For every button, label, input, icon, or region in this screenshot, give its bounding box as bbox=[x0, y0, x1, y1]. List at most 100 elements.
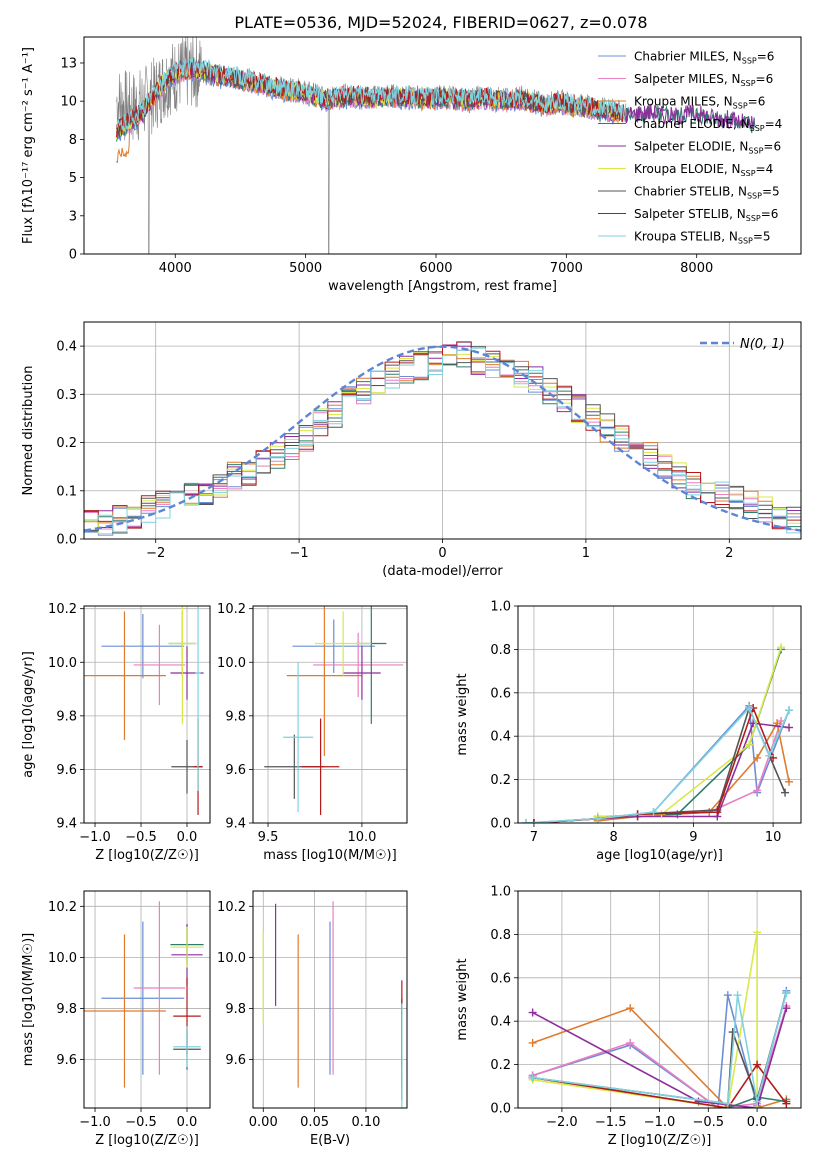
legend-entry-name: Kroupa ELODIE, N bbox=[634, 162, 741, 176]
weight-marker bbox=[753, 1060, 762, 1069]
residual-histogram-9 bbox=[84, 347, 801, 534]
x-tick-label: 0.10 bbox=[351, 1115, 380, 1130]
panel-residuals: −2 −1 0 1 2 0.0 0.1 0.2 0.3 0.4 (data-model)/error… bbox=[21, 321, 802, 579]
legend-entry-suffix: =4 bbox=[765, 117, 783, 131]
x-tick-label: 2 bbox=[725, 546, 733, 561]
y-tick-label: 10.2 bbox=[217, 602, 246, 617]
legend-entry-name: Chabrier MILES, N bbox=[634, 50, 742, 64]
weight-marker bbox=[529, 819, 538, 823]
axes-frame bbox=[252, 605, 408, 824]
axes-frame bbox=[83, 321, 802, 540]
y-tick-label: 3 bbox=[69, 209, 77, 224]
x-tick-label: 8000 bbox=[680, 261, 713, 276]
y-tick-label: 0.0 bbox=[56, 533, 77, 548]
y-tick-label: 0.2 bbox=[56, 436, 77, 451]
x-tick-label: 9.5 bbox=[258, 830, 279, 845]
x-axis-label: age [log10(age/yr)] bbox=[596, 848, 723, 863]
legend-entry-suffix: =6 bbox=[763, 140, 781, 154]
x-tick-label: −1.0 bbox=[79, 1115, 111, 1130]
errorbar-point-1 bbox=[101, 614, 185, 679]
errorbar-point-9 bbox=[173, 1026, 201, 1068]
y-tick-label: 1.0 bbox=[490, 885, 511, 900]
weight-marker bbox=[733, 991, 742, 1000]
x-tick-label: −1 bbox=[290, 546, 309, 561]
x-tick-label: 0.05 bbox=[300, 1115, 329, 1130]
y-tick-label: 0.4 bbox=[490, 1015, 511, 1030]
y-tick-label: 0 bbox=[69, 248, 77, 263]
errorbar-point-6 bbox=[168, 606, 197, 724]
weight-marker bbox=[745, 740, 754, 749]
x-tick-label: −2.0 bbox=[546, 1115, 578, 1130]
errorbar-point-1 bbox=[292, 619, 376, 673]
y-tick-label: 10.2 bbox=[217, 900, 246, 915]
weight-marker bbox=[782, 1099, 791, 1108]
y-tick-label: 5 bbox=[69, 171, 77, 186]
legend-entry-suffix: =6 bbox=[748, 95, 766, 109]
weight-marker bbox=[626, 1004, 635, 1013]
legend-entry: Chabrier ELODIE, NSSP=4 bbox=[634, 117, 782, 133]
axes-frame bbox=[517, 605, 802, 824]
errorbar-point-8 bbox=[301, 718, 340, 815]
legend-entry-name: Salpeter MILES, N bbox=[634, 72, 741, 86]
y-tick-label: 0.0 bbox=[490, 1102, 511, 1117]
axes-frame bbox=[252, 890, 408, 1109]
axes-frame bbox=[517, 890, 802, 1109]
legend-entry-sub: SSP bbox=[748, 147, 763, 156]
y-tick-label: 10.2 bbox=[48, 900, 77, 915]
legend-entry: Salpeter MILES, NSSP=6 bbox=[634, 72, 773, 88]
weight-marker bbox=[785, 777, 794, 786]
x-tick-label: −2 bbox=[146, 546, 165, 561]
y-tick-label: 1.0 bbox=[490, 600, 511, 615]
y-tick-label: 10.0 bbox=[217, 656, 246, 671]
y-tick-label: 0.8 bbox=[490, 643, 511, 658]
weight-marker bbox=[728, 1028, 737, 1037]
y-tick-label: 13 bbox=[60, 56, 77, 71]
x-tick-label: 0.00 bbox=[249, 1115, 278, 1130]
plot-area-mass-vs-ebv bbox=[262, 901, 403, 1108]
y-tick-label: 0.8 bbox=[490, 928, 511, 943]
y-axis-label: Normed distribution bbox=[21, 366, 36, 496]
errorbar-point-3 bbox=[286, 606, 362, 757]
weight-marker bbox=[714, 1104, 723, 1108]
x-axis-label: mass [log10(M/M☉)] bbox=[263, 848, 396, 863]
legend-entry: Kroupa MILES, NSSP=6 bbox=[634, 95, 765, 111]
y-tick-label: 10 bbox=[60, 95, 77, 110]
weight-marker bbox=[777, 643, 786, 652]
panel-spectrum: 4000 5000 6000 7000 8000 0 3 5 8 10 13 wavelength [… bbox=[21, 36, 802, 294]
weight-marker bbox=[753, 928, 762, 937]
weight-marker bbox=[649, 808, 658, 817]
errorbar-point-5 bbox=[343, 646, 381, 700]
legend-residuals: N(0, 1) bbox=[700, 337, 785, 352]
y-tick-label: 9.6 bbox=[56, 763, 77, 778]
y-tick-label: 9.6 bbox=[56, 1053, 77, 1068]
legend-entry-suffix: =6 bbox=[761, 207, 779, 221]
y-tick-label: 9.8 bbox=[225, 1002, 246, 1017]
legend-entry-name: Salpeter STELIB, N bbox=[634, 207, 746, 221]
errorbar-point-3 bbox=[84, 611, 166, 740]
panel-weight-vs-age: 7 8 9 10 0.0 0.2 0.4 0.6 0.8 1.0 age [log10(age/yr… bbox=[455, 600, 802, 863]
legend-entry-sub: SSP bbox=[733, 102, 748, 111]
legend-entry: Kroupa STELIB, NSSP=5 bbox=[634, 230, 771, 246]
weight-marker bbox=[782, 988, 791, 997]
y-tick-label: 10.0 bbox=[217, 951, 246, 966]
panel-age-vs-Z: −1.0 −0.5 0.0 9.4 9.6 9.8 10.0 10.2 Z [log10(Z/Z… bbox=[21, 602, 211, 863]
plot-area-spectrum bbox=[116, 37, 756, 254]
y-tick-label: 0.6 bbox=[490, 971, 511, 986]
errorbar-point-1 bbox=[101, 921, 185, 1075]
plot-area-mass-vs-Z bbox=[84, 901, 204, 1088]
weight-marker bbox=[785, 706, 794, 715]
weight-marker bbox=[785, 723, 794, 732]
legend-entry-suffix: =6 bbox=[757, 50, 775, 64]
grid-age-vs-Z bbox=[84, 606, 210, 824]
x-axis-label: Z [log10(Z/Z☉)] bbox=[95, 1133, 199, 1148]
weight-marker bbox=[626, 1038, 635, 1047]
weight-marker bbox=[753, 753, 762, 762]
y-axis-label: Flux [fλ10⁻¹⁷ erg cm⁻² s⁻¹ A⁻¹] bbox=[21, 47, 36, 244]
errorbar-point-6 bbox=[170, 926, 204, 968]
legend-entry-sub: SSP bbox=[738, 237, 753, 246]
legend-entry-sub: SSP bbox=[741, 169, 756, 178]
y-tick-label: 0.4 bbox=[490, 730, 511, 745]
errorbar-point-6 bbox=[314, 611, 372, 676]
legend-entry: Salpeter ELODIE, NSSP=6 bbox=[634, 140, 781, 156]
